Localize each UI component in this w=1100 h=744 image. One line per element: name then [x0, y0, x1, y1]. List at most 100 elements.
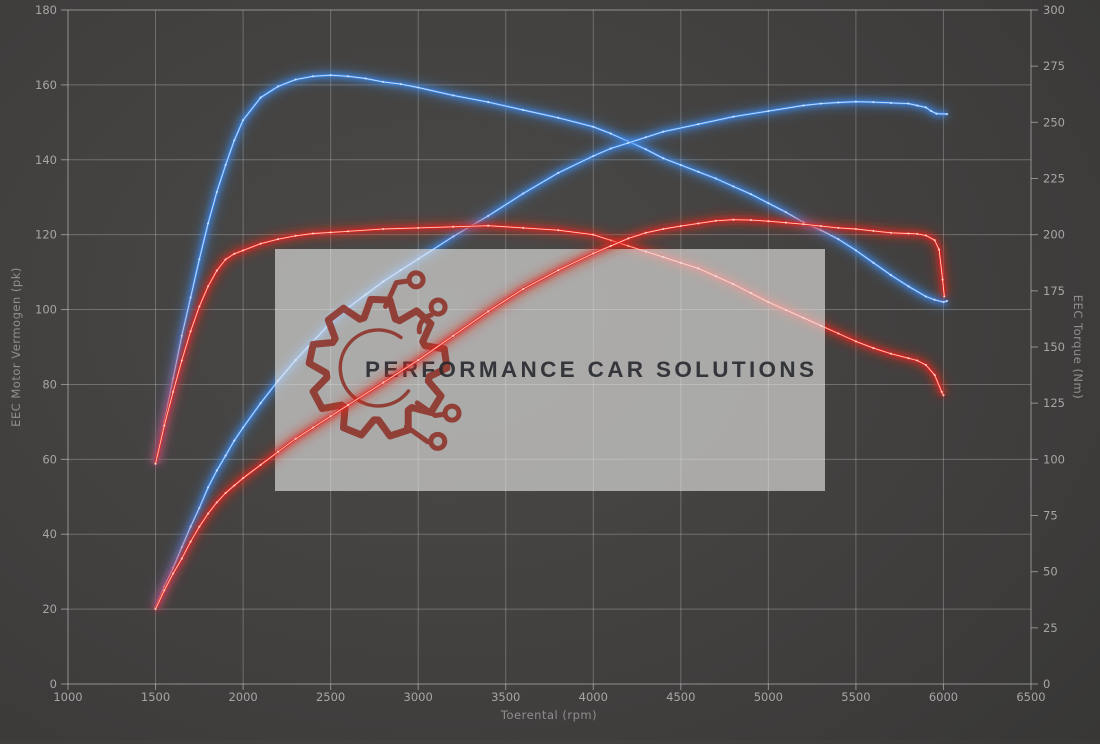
red-power-point [154, 608, 157, 611]
red-torque-point [329, 231, 332, 234]
red-power-point [714, 219, 717, 222]
red-power-point [259, 463, 262, 466]
y-left-axis-title: EEC Motor Vermogen (pk) [9, 267, 23, 427]
red-torque-point [942, 394, 945, 397]
red-power-point [679, 225, 682, 228]
y-right-tick-label: 75 [1043, 509, 1058, 523]
red-torque-point [233, 252, 236, 255]
blue-power-point [802, 104, 805, 107]
red-torque-point [215, 269, 218, 272]
red-torque-point [277, 238, 280, 241]
x-tick-label: 3500 [491, 690, 520, 704]
red-power-point [889, 231, 892, 234]
red-torque-point [907, 357, 910, 360]
red-torque-point [924, 363, 927, 367]
red-power-point [233, 484, 236, 487]
y-right-tick-label: 25 [1043, 621, 1058, 635]
blue-torque-point [945, 299, 949, 302]
y-left-tick-label: 180 [35, 3, 57, 17]
x-tick-label: 1500 [141, 690, 170, 704]
y-right-axis-title: EEC Torque (Nm) [1071, 295, 1085, 399]
blue-power-point [819, 102, 822, 105]
y-left-tick-label: 140 [35, 153, 57, 167]
blue-power-point [233, 439, 236, 442]
blue-torque-point [294, 78, 297, 81]
red-torque-point [452, 225, 455, 228]
y-right-tick-label: 0 [1043, 677, 1050, 691]
x-tick-label: 5500 [841, 690, 870, 704]
y-right-tick-label: 200 [1043, 228, 1065, 242]
blue-power-point [767, 110, 770, 113]
red-power-point [189, 540, 192, 543]
red-torque-point [294, 234, 297, 237]
gear-circuit-logo-icon [305, 270, 462, 451]
axis-labels: EEC Motor Vermogen (pk) EEC Torque (Nm) … [9, 267, 1085, 722]
red-torque-point [172, 390, 175, 393]
blue-power-point [487, 214, 490, 217]
series-blue-power [150, 96, 949, 610]
red-torque-point [627, 244, 630, 247]
x-tick-label: 2000 [228, 690, 257, 704]
blue-power-point [924, 106, 927, 109]
blue-torque-point [889, 274, 892, 277]
curves-under-watermark [150, 69, 949, 610]
red-power-point [943, 295, 946, 298]
blue-torque-point [312, 75, 315, 78]
series-red-torque [150, 220, 949, 466]
red-power-point [347, 403, 350, 407]
red-torque-point [417, 226, 420, 229]
curves-over-watermark [150, 214, 950, 612]
blue-torque-point [872, 261, 875, 264]
y-right-tick-label: 250 [1043, 115, 1065, 129]
blue-torque-point [224, 163, 227, 167]
blue-torque-point [329, 74, 332, 77]
blue-torque-point [924, 295, 927, 298]
x-tick-label: 5000 [754, 690, 783, 704]
blue-torque-point [749, 193, 752, 196]
blue-power-point [889, 101, 892, 104]
blue-torque-point [417, 86, 420, 89]
blue-torque-point [933, 298, 936, 301]
blue-power-point [198, 506, 201, 510]
blue-power-point [837, 101, 840, 104]
red-torque-point [940, 390, 943, 393]
red-power-point [452, 334, 455, 337]
red-torque-point [189, 330, 192, 333]
red-power-point [837, 226, 840, 229]
red-power-point [312, 426, 315, 429]
y-left-tick-label: 0 [50, 677, 57, 691]
blue-power-point [224, 454, 227, 457]
watermark: PERFORMANCE CAR SOLUTIONS [275, 249, 825, 491]
y-right-tick-label: 225 [1043, 172, 1065, 186]
red-power-point [644, 231, 647, 234]
red-power-point [802, 223, 805, 226]
red-torque-point [889, 352, 892, 355]
red-power-point [592, 252, 595, 255]
x-tick-label: 2500 [316, 690, 345, 704]
series-red-power [150, 214, 950, 612]
blue-torque-point [215, 190, 218, 194]
y-right-tick-label: 125 [1043, 396, 1065, 410]
blue-power-point [242, 426, 245, 429]
blue-power-point [916, 104, 919, 107]
red-torque-point [854, 340, 857, 343]
y-right-tick-label: 300 [1043, 3, 1065, 17]
axis-ticks: 1000 1500 2000 2500 3000 3500 4000 4500 5000 5500… [35, 3, 1065, 704]
red-torque-point [259, 242, 262, 245]
y-left-tick-label: 40 [42, 527, 57, 541]
blue-power-point [935, 112, 938, 115]
red-torque-point [872, 347, 875, 350]
red-torque-point [207, 285, 210, 288]
red-power-point [487, 310, 490, 313]
blue-power-point [259, 402, 262, 405]
blue-torque-point [399, 83, 402, 86]
blue-power-point [627, 141, 630, 144]
y-right-tick-label: 100 [1043, 452, 1065, 466]
red-power-point [924, 234, 927, 237]
blue-power-point [189, 525, 192, 528]
blue-power-point [930, 110, 933, 113]
y-right-tick-label: 150 [1043, 340, 1065, 354]
x-tick-label: 6500 [1016, 690, 1045, 704]
red-power-point [329, 415, 332, 418]
